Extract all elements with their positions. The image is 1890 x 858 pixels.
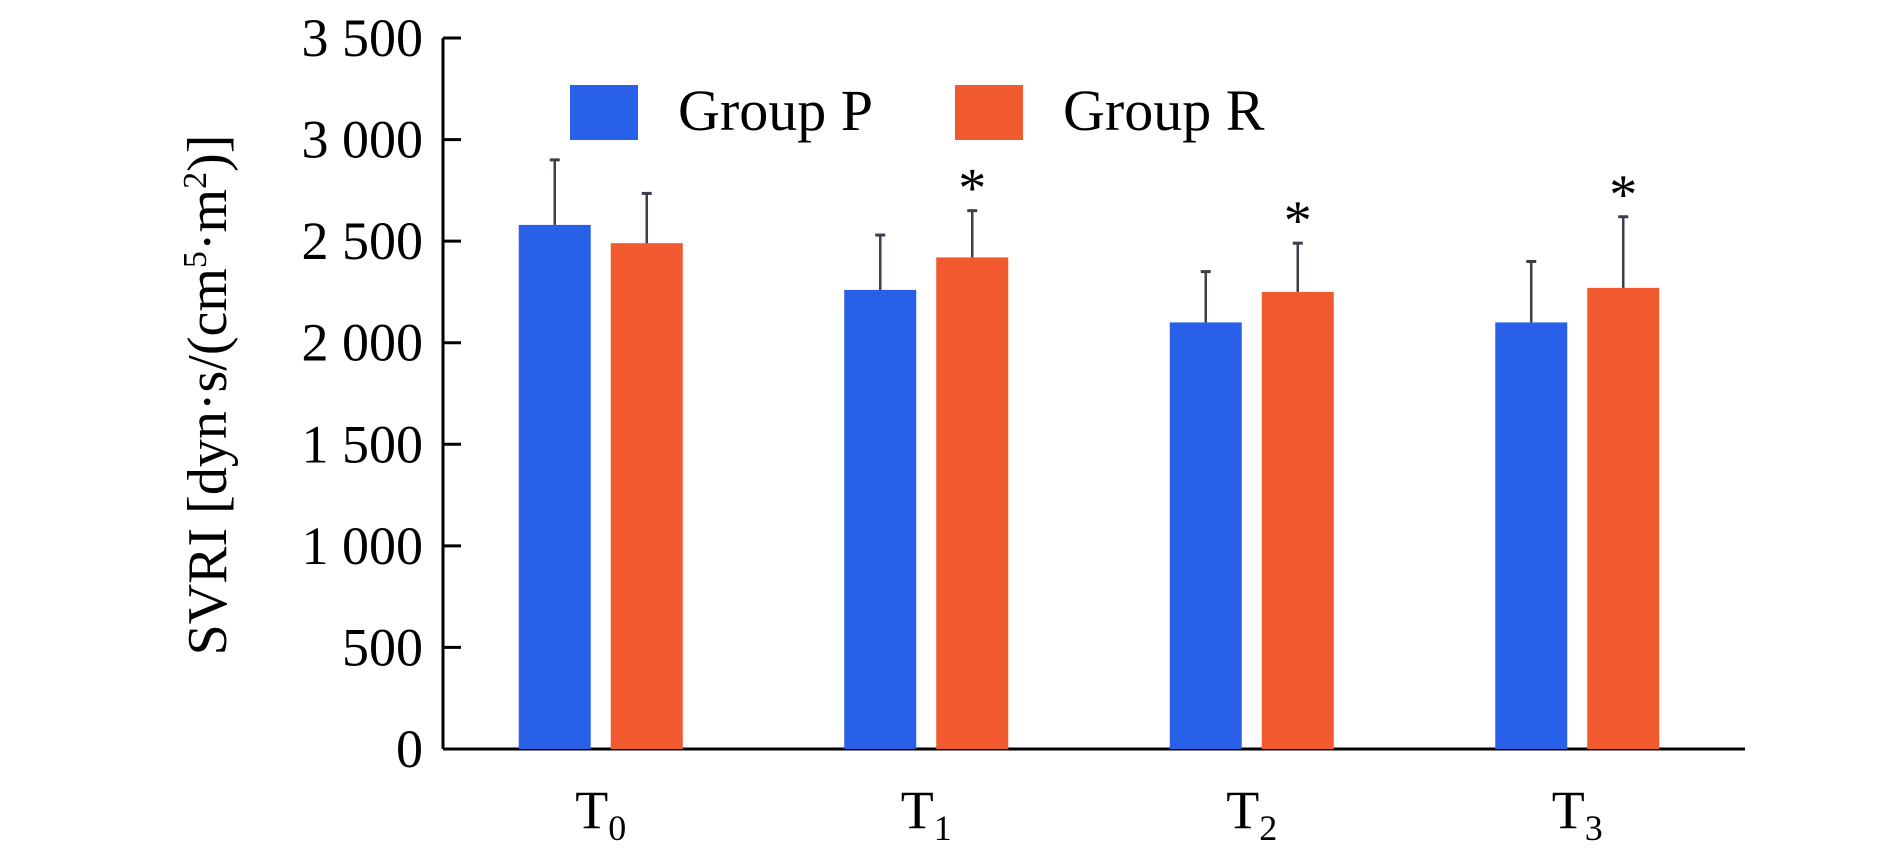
- bars: * * *: [518, 158, 1660, 750]
- y-axis: 0 500 1 000 1 500 2 000 2 500 3 000 3 500: [302, 8, 461, 779]
- legend: Group P Group R: [570, 78, 1265, 143]
- significance-marker: *: [1609, 164, 1637, 226]
- y-tick-label: 500: [342, 617, 423, 677]
- x-tick-label: T3: [1552, 780, 1603, 848]
- legend-label: Group P: [678, 78, 873, 143]
- y-tick-label: 1 000: [302, 516, 424, 576]
- legend-swatch: [570, 85, 638, 140]
- y-tick-label: 3 000: [302, 110, 424, 170]
- legend-label: Group R: [1063, 78, 1265, 143]
- bar-group-p: [518, 224, 591, 750]
- y-tick-label: 1 500: [302, 414, 424, 474]
- x-axis: T0 T1 T2 T3: [443, 747, 1745, 848]
- x-tick-label: T0: [575, 780, 626, 848]
- y-tick-label: 3 500: [302, 8, 424, 68]
- significance-marker: *: [958, 158, 986, 220]
- bar-group-r: [936, 257, 1009, 749]
- bar-group-r: [1587, 287, 1660, 749]
- bar-group-r: [610, 243, 683, 749]
- x-tick-label: T2: [1226, 780, 1277, 848]
- y-tick-label: 2 500: [302, 211, 424, 271]
- legend-swatch: [955, 85, 1023, 140]
- bar-group-r: [1261, 291, 1334, 749]
- significance-marker: *: [1284, 190, 1312, 252]
- y-axis-title: SVRI [dyn·s/(cm5·m2)]: [177, 135, 239, 656]
- bar-group-p: [1495, 322, 1568, 749]
- bar-group-p: [1169, 322, 1242, 749]
- y-axis-label: SVRI [dyn·s/(cm5·m2)]: [177, 135, 239, 656]
- bar-group-p: [844, 289, 917, 749]
- x-tick-label: T1: [901, 780, 952, 848]
- y-tick-label: 0: [396, 719, 423, 779]
- y-tick-label: 2 000: [302, 313, 424, 373]
